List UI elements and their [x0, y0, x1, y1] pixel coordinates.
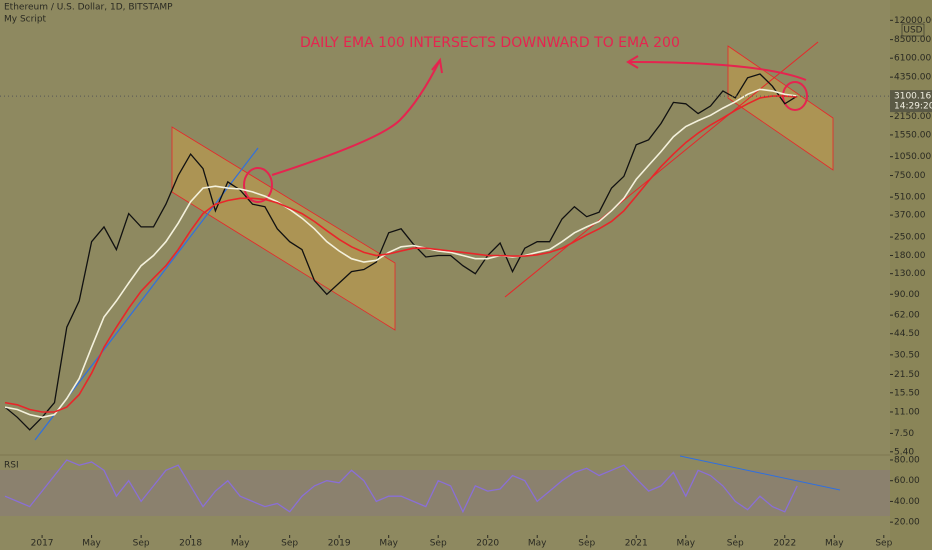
y-tick-label: 12000.00 — [894, 16, 932, 26]
chart-title: Ethereum / U.S. Dollar, 1D, BITSTAMP — [4, 3, 173, 13]
series-line — [4, 95, 798, 413]
rsi-band — [0, 470, 890, 516]
channel — [727, 45, 834, 171]
series-line — [4, 73, 798, 431]
y-tick-label: 40.00 — [894, 497, 920, 507]
y-tick-label: 20.00 — [894, 518, 920, 528]
last-price-box — [890, 90, 932, 113]
channel — [171, 126, 396, 331]
y-tick-label: 7.50 — [894, 429, 914, 439]
y-tick-label: 1050.00 — [894, 152, 931, 162]
x-tick-label: May — [825, 539, 844, 549]
currency-box — [901, 23, 925, 37]
y-tick-label: 62.00 — [894, 311, 920, 321]
x-tick-label: 2022 — [773, 539, 796, 549]
x-tick-label: May — [528, 539, 547, 549]
y-tick-label: 80.00 — [894, 455, 920, 465]
series-line — [4, 459, 798, 514]
y-tick-label: 130.00 — [894, 269, 926, 279]
arrow — [271, 59, 441, 176]
y-tick-label: 1550.00 — [894, 130, 931, 140]
x-tick-label: Sep — [430, 539, 447, 549]
y-tick-label: 60.00 — [894, 476, 920, 486]
x-tick-label: 2017 — [31, 539, 54, 549]
x-tick-label: 2020 — [476, 539, 499, 549]
y-tick-label: 90.00 — [894, 290, 920, 300]
chart-subtitle: My Script — [4, 15, 47, 25]
y-tick-label: 370.00 — [894, 211, 926, 221]
y-tick-label: 750.00 — [894, 171, 926, 181]
y-tick-label: 30.50 — [894, 350, 920, 360]
x-tick-label: Sep — [281, 539, 298, 549]
y-tick-label: 180.00 — [894, 251, 926, 261]
y-tick-label: 44.50 — [894, 329, 920, 339]
x-tick-label: May — [82, 539, 101, 549]
y-tick-label: 21.50 — [894, 370, 920, 380]
annotation: DAILY EMA 100 INTERSECTS DOWNWARD TO EMA… — [300, 35, 680, 51]
x-tick-label: 2019 — [328, 539, 351, 549]
highlight-circle — [243, 167, 273, 203]
y-tick-label: 250.00 — [894, 233, 926, 243]
y-tick-label: 15.50 — [894, 388, 920, 398]
arrow-head — [431, 57, 443, 74]
y-tick-label: 2150.00 — [894, 112, 931, 122]
rsi-title: RSI — [4, 461, 19, 471]
y-tick-label: 4350.00 — [894, 73, 931, 83]
x-tick-label: Sep — [875, 539, 892, 549]
series-line — [4, 88, 798, 419]
x-tick-label: Sep — [133, 539, 150, 549]
y-tick-label: 5.40 — [894, 447, 914, 457]
x-tick-label: May — [379, 539, 398, 549]
y-tick-label: 11.00 — [894, 407, 920, 417]
y-tick-label: 6100.00 — [894, 54, 931, 64]
last-price-label: 3100.16 — [894, 92, 931, 102]
x-tick-label: 2021 — [625, 539, 648, 549]
x-tick-label: May — [676, 539, 695, 549]
x-tick-label: May — [231, 539, 250, 549]
trend-line — [679, 455, 841, 491]
currency: USD — [903, 26, 922, 36]
arrow — [629, 61, 807, 81]
trend-line — [504, 41, 819, 298]
x-tick-label: Sep — [727, 539, 744, 549]
y-tick-label: 510.00 — [894, 193, 926, 203]
x-tick-label: 2018 — [179, 539, 202, 549]
countdown: 14:29:20 — [894, 102, 932, 112]
arrow-head — [626, 55, 639, 69]
y-tick-label: 8500.00 — [894, 35, 931, 45]
x-tick-label: Sep — [578, 539, 595, 549]
